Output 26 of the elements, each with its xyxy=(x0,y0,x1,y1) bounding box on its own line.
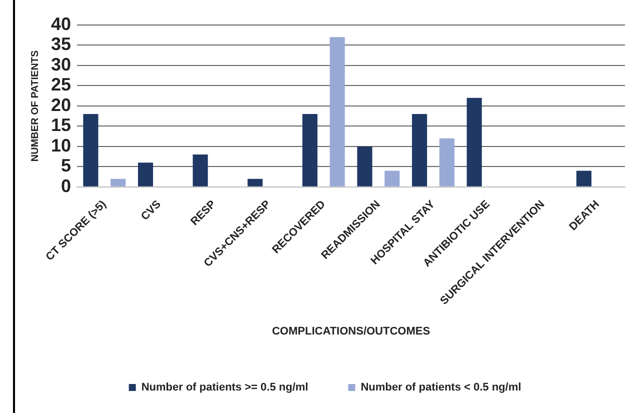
bar xyxy=(248,178,263,186)
bar xyxy=(330,37,345,186)
bar xyxy=(412,114,428,186)
bar xyxy=(110,178,126,186)
bar xyxy=(302,114,318,186)
y-tick-label: 35 xyxy=(50,34,72,54)
legend-label: Number of patients < 0.5 ng/ml xyxy=(360,382,522,394)
y-tick-label: 25 xyxy=(50,74,72,95)
x-axis-title: COMPLICATIONS/OUTCOMES xyxy=(272,325,430,338)
bar xyxy=(466,98,482,186)
y-tick-label: 10 xyxy=(50,135,72,156)
bar xyxy=(439,138,454,186)
legend-label: Number of patients >= 0.5 ng/ml xyxy=(141,382,308,394)
y-tick-label: 5 xyxy=(61,156,72,176)
bar xyxy=(357,146,372,186)
y-tick-label: 30 xyxy=(50,54,72,74)
y-tick-label: 20 xyxy=(50,94,72,115)
y-tick-label: 40 xyxy=(50,14,72,34)
bar xyxy=(576,170,592,186)
bar xyxy=(138,162,154,186)
y-tick-label: 15 xyxy=(50,115,72,136)
bar xyxy=(192,154,208,186)
bar xyxy=(83,114,98,186)
bar xyxy=(384,170,400,186)
y-axis-title: NUMBER OF PATIENTS xyxy=(30,50,41,162)
y-tick-label: 0 xyxy=(61,176,72,196)
